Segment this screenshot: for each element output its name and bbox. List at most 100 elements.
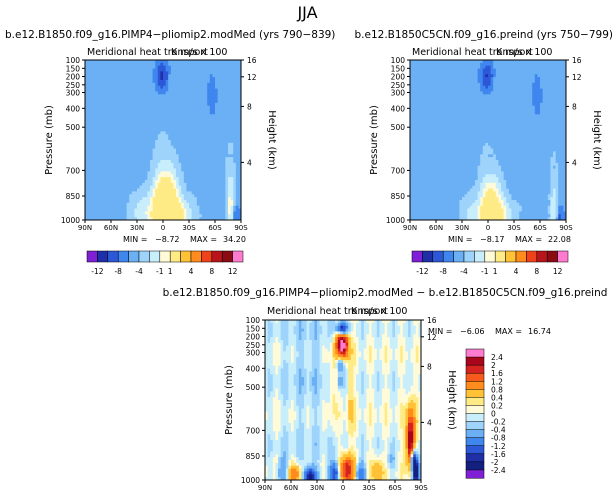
heat-cell: [410, 120, 413, 124]
heat-cell: [420, 102, 424, 107]
heat-cell: [105, 214, 109, 218]
heat-cell: [142, 157, 146, 161]
heat-cell: [417, 88, 421, 92]
heat-cell: [532, 117, 536, 121]
heat-cell: [436, 114, 439, 118]
heat-cell: [438, 128, 442, 132]
heat-cell: [139, 191, 143, 195]
heat-cell: [423, 128, 426, 132]
heat-cell: [217, 200, 221, 204]
heat-cell: [225, 117, 229, 121]
heat-cell: [480, 102, 484, 107]
heat-cell: [217, 162, 221, 167]
heat-cell: [144, 80, 148, 84]
heat-cell: [191, 145, 195, 149]
heat-cell: [542, 114, 546, 118]
heat-cell: [137, 134, 140, 138]
heat-cell: [111, 200, 114, 204]
heat-cell: [118, 205, 122, 209]
heat-cell: [90, 200, 94, 204]
heat-cell: [233, 111, 237, 115]
heat-cell: [134, 74, 138, 78]
heat-cell: [116, 165, 120, 169]
heat-cell: [202, 85, 205, 89]
heat-cell: [90, 122, 94, 127]
heat-cell: [142, 174, 146, 178]
heat-cell: [124, 148, 127, 152]
heat-cell: [155, 197, 159, 201]
heat-cell: [209, 194, 213, 198]
heat-cell: [152, 128, 156, 132]
heat-cell: [98, 105, 101, 109]
heat-cell: [168, 74, 172, 78]
heat-cell: [454, 102, 458, 107]
heat-cell: [116, 120, 120, 124]
heat-cell: [451, 60, 455, 64]
heat-cell: [563, 74, 567, 78]
heat-cell: [503, 91, 507, 95]
heat-cell: [511, 128, 515, 132]
heat-cell: [547, 80, 551, 84]
heat-cell: [534, 82, 538, 87]
heat-cell: [176, 145, 179, 149]
heat-cell: [545, 88, 549, 92]
heat-cell: [111, 71, 114, 75]
heat-cell: [464, 100, 468, 104]
heat-cell: [87, 94, 91, 98]
heat-cell: [85, 182, 88, 187]
heat-cell: [436, 125, 439, 129]
heat-cell: [493, 105, 497, 109]
heat-cell: [121, 114, 125, 118]
heat-cell: [547, 125, 551, 129]
heat-cell: [209, 117, 213, 121]
heat-cell: [511, 122, 515, 127]
heat-cell: [134, 80, 138, 84]
x-tick-label: 30N: [130, 224, 144, 232]
heat-cell: [553, 100, 556, 104]
heat-cell: [183, 91, 187, 95]
heat-cell: [155, 188, 159, 192]
heat-cell: [157, 117, 161, 121]
heat-cell: [212, 80, 216, 84]
heat-cell: [228, 120, 231, 124]
heat-cell: [147, 117, 151, 121]
heat-cell: [498, 68, 502, 72]
heat-cell: [563, 94, 567, 98]
heat-cell: [100, 188, 104, 192]
heat-cell: [527, 65, 530, 69]
heat-cell: [181, 120, 185, 124]
heat-cell: [191, 154, 195, 158]
heat-cell: [207, 68, 211, 72]
heat-cell: [87, 157, 91, 161]
heat-cell: [207, 71, 211, 75]
heat-cell: [178, 140, 182, 144]
heat-cell: [220, 108, 224, 112]
heat-cell: [196, 80, 200, 84]
heat-cell: [462, 80, 465, 84]
heat-cell: [425, 82, 429, 87]
heat-cell: [189, 68, 192, 72]
heat-cell: [454, 68, 458, 72]
heat-cell: [113, 160, 117, 164]
heat-cell: [98, 97, 101, 101]
heat-cell: [443, 102, 447, 107]
heat-cell: [129, 68, 133, 72]
heat-cell: [168, 122, 172, 127]
heat-cell: [233, 60, 237, 64]
heat-cell: [183, 71, 187, 75]
heat-cell: [191, 148, 195, 152]
heat-cell: [157, 88, 161, 92]
heat-cell: [126, 148, 130, 152]
heat-cell: [428, 111, 432, 115]
heat-cell: [157, 82, 161, 87]
heat-cell: [163, 94, 166, 98]
heat-cell: [209, 185, 213, 189]
heat-cell: [202, 105, 205, 109]
heat-cell: [560, 108, 564, 112]
heat-cell: [443, 120, 447, 124]
heat-cell: [207, 60, 211, 64]
heat-cell: [194, 80, 198, 84]
heat-cell: [90, 120, 94, 124]
heat-cell: [194, 208, 198, 212]
heat-cell: [412, 114, 416, 118]
